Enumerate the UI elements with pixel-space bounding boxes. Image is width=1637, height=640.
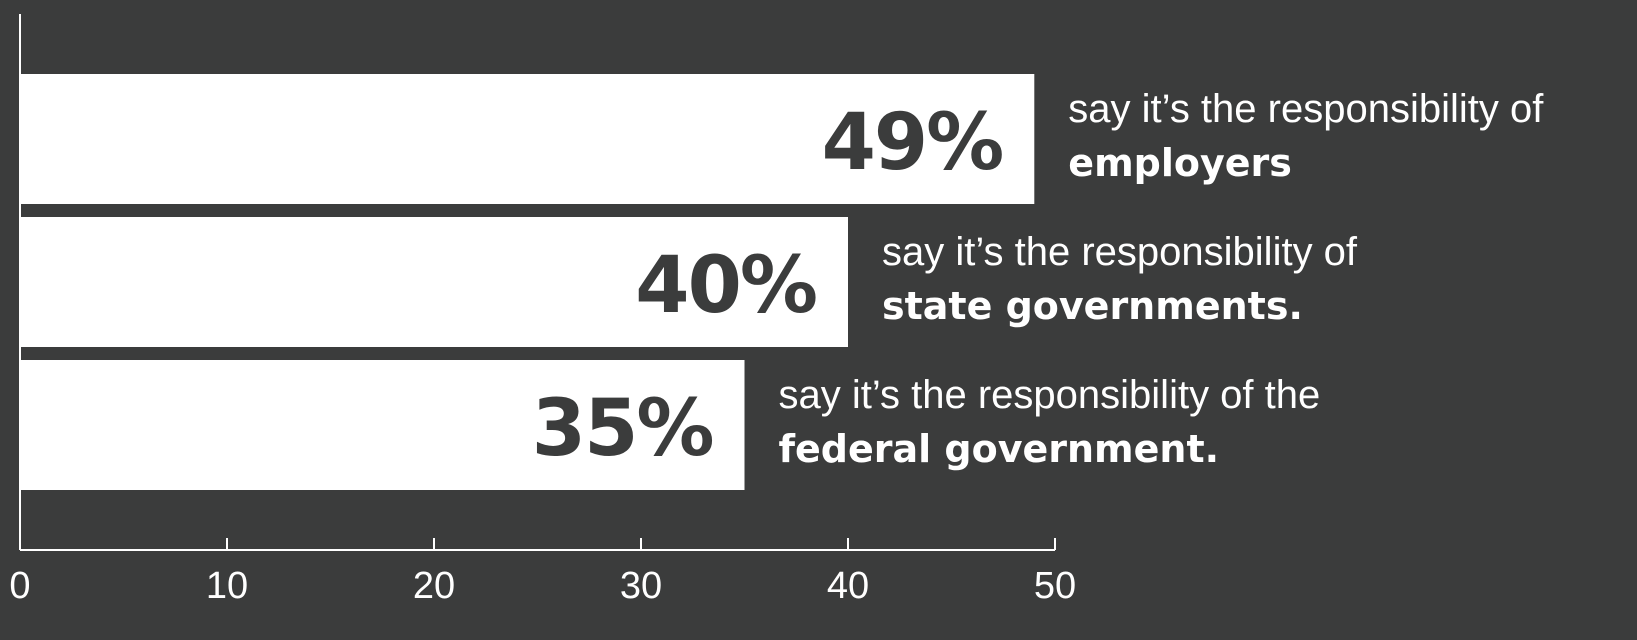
x-tick-label: 40 [827, 565, 869, 607]
bar-2 [20, 217, 848, 347]
bar-caption-line1: say it’s the responsibility of [1068, 87, 1544, 131]
x-tick-label: 30 [620, 565, 662, 607]
bar-caption-category: state governments. [882, 284, 1303, 328]
bar-value-label: 40% [635, 241, 816, 331]
x-tick-label: 10 [206, 565, 248, 607]
bar-3 [20, 360, 745, 490]
x-axis: 0 10 20 30 40 50 [9, 14, 1076, 607]
bar-caption-category: federal government. [779, 427, 1220, 471]
bar-caption-category: employers [1068, 141, 1292, 185]
x-tick-label: 50 [1034, 565, 1076, 607]
bar-caption-line1: say it’s the responsibility of [882, 230, 1358, 274]
bar-1 [20, 74, 1035, 204]
bars-layer: 49% say it’s the responsibility of employe… [20, 74, 1544, 490]
bar-value-label: 35% [532, 384, 713, 474]
bar-value-label: 49% [822, 98, 1003, 188]
x-tick-label: 0 [9, 565, 30, 607]
bar-caption-line1: say it’s the responsibility of the [779, 373, 1321, 417]
x-tick-label: 20 [413, 565, 455, 607]
